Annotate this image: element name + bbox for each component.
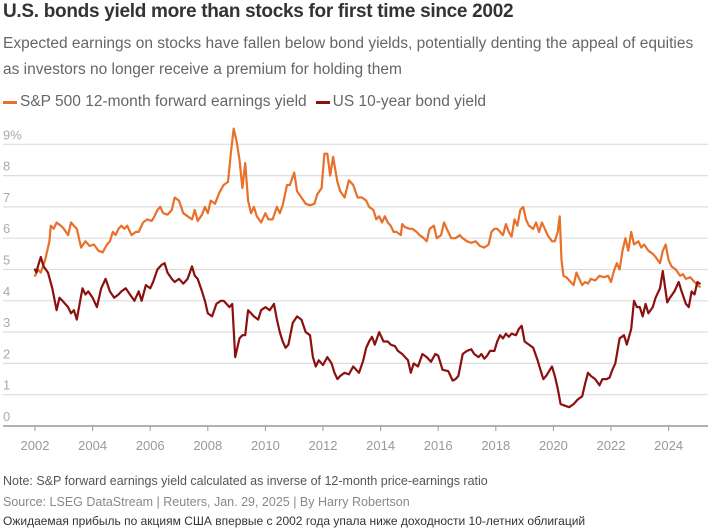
series-lines <box>33 127 701 409</box>
series-line-bond <box>33 255 701 409</box>
y-tick-label: 2 <box>3 346 10 361</box>
y-tick-label: 3 <box>3 315 10 330</box>
chart-subtitle: Expected earnings on stocks have fallen … <box>3 35 694 78</box>
x-tick-label: 2020 <box>539 438 568 453</box>
x-tick-label: 2016 <box>424 438 453 453</box>
y-tick-label: 7 <box>3 190 10 205</box>
y-tick-label: 6 <box>3 221 10 236</box>
y-tick-label: 4 <box>3 284 10 299</box>
x-tick-label: 2022 <box>597 438 626 453</box>
x-tick-label: 2018 <box>481 438 510 453</box>
x-tick-label: 2008 <box>193 438 222 453</box>
chart-source: Source: LSEG DataStream | Reuters, Jan. … <box>3 495 410 509</box>
legend-swatch-sp500 <box>3 100 17 104</box>
y-tick-label: 1 <box>3 378 10 393</box>
gridlines <box>3 143 708 396</box>
caption-russian: Ожидаемая прибыль по акциям США впервые … <box>3 514 586 528</box>
line-chart: 0 1 2 3 4 5 6 7 8 9% 2002 2004 2006 2008 2010 2012 2014… <box>3 127 708 453</box>
y-tick-label: 8 <box>3 159 10 174</box>
series-line-sp500 <box>33 127 701 288</box>
x-tick-label: 2014 <box>366 438 395 453</box>
y-tick-label: 9% <box>3 127 22 142</box>
chart-title: U.S. bonds yield more than stocks for fi… <box>3 1 514 22</box>
x-tick-label: 2006 <box>136 438 165 453</box>
legend-item-sp500: S&P 500 12-month forward earnings yield <box>3 93 307 111</box>
x-tick-label: 2004 <box>78 438 107 453</box>
legend-swatch-bond <box>315 100 330 104</box>
legend-label-sp500: S&P 500 12-month forward earnings yield <box>20 93 307 110</box>
chart-note: Note: S&P forward earnings yield calcula… <box>3 474 488 488</box>
x-tick-label: 2024 <box>654 438 683 453</box>
x-tick-label: 2002 <box>21 438 50 453</box>
y-tick-label: 5 <box>3 253 10 268</box>
x-axis: 2002 2004 2006 2008 2010 2012 2014 2016 2018 2020… <box>3 425 708 453</box>
y-axis-labels: 0 1 2 3 4 5 6 7 8 9% <box>3 127 22 424</box>
legend-item-bond: US 10-year bond yield <box>315 93 487 111</box>
x-tick-label: 2012 <box>309 438 338 453</box>
legend: S&P 500 12-month forward earnings yield … <box>3 93 495 111</box>
x-tick-label: 2010 <box>251 438 280 453</box>
legend-label-bond: US 10-year bond yield <box>332 93 487 110</box>
y-tick-label: 0 <box>3 409 10 424</box>
